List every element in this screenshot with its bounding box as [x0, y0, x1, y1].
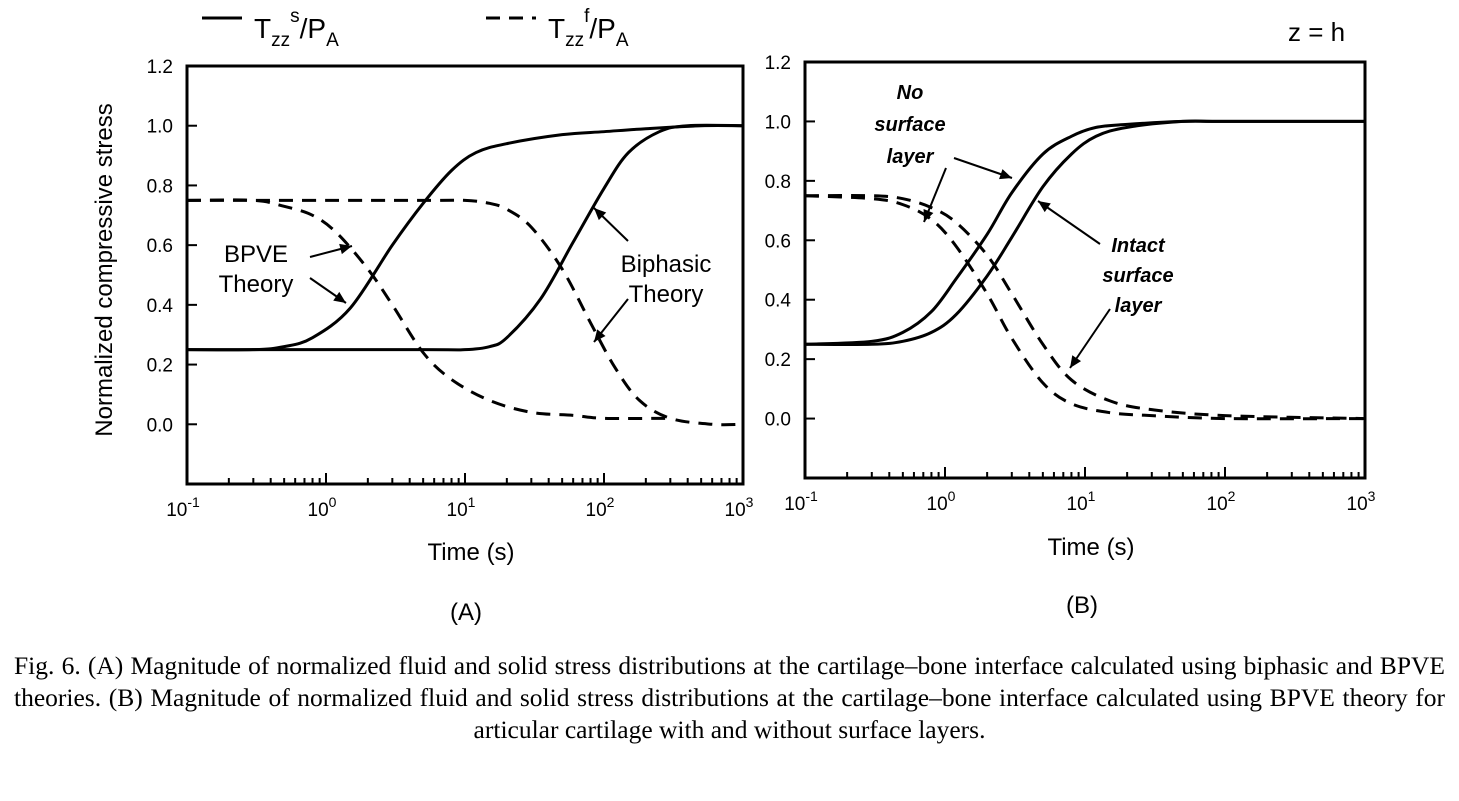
arrow-head — [1070, 355, 1082, 368]
x-tick-label: 102 — [1207, 488, 1236, 515]
x-tick-label: 101 — [1067, 488, 1096, 515]
x-tick-label: 10-1 — [784, 488, 818, 515]
y-tick-label: 1.0 — [765, 112, 791, 133]
y-tick-label: 0.8 — [765, 172, 791, 193]
y-tick-label: 0.8 — [147, 176, 173, 197]
y-tick-label: 1.2 — [147, 57, 173, 78]
y-tick-label: 0.0 — [147, 415, 173, 436]
y-tick-label: 0.2 — [147, 356, 173, 377]
panel-a-chart: 1.2 1.0 0.8 0.6 0.4 0.2 0.0 10-1 100 101 102 103 Tim… — [91, 57, 754, 626]
arrow-head — [1038, 201, 1051, 213]
annotation-label: Intact surface layer — [1102, 235, 1173, 317]
fluid-stress-line-no-surface-layer — [804, 194, 1366, 421]
x-tick-label: 103 — [725, 494, 754, 521]
y-tick-label: 1.0 — [147, 117, 173, 138]
solid-stress-line-bpve — [186, 123, 744, 352]
arrow-head — [999, 169, 1012, 180]
y-tick-label: 0.0 — [765, 410, 791, 431]
annotation-label: No surface layer — [874, 82, 945, 168]
annotation-label: Biphasic Theory — [621, 251, 712, 308]
panel-label: (B) — [1066, 592, 1098, 619]
y-tick-label: 0.6 — [765, 231, 791, 252]
fluid-stress-line-biphasic — [186, 198, 744, 427]
annotation-label: BPVE Theory — [219, 241, 294, 298]
x-tick-label: 10-1 — [166, 494, 200, 521]
arrow-head — [333, 291, 346, 303]
legend-dashed-label: Tzzf/PA — [548, 6, 629, 51]
y-tick-label: 0.4 — [765, 291, 792, 312]
legend-solid-label: Tzzs/PA — [254, 6, 339, 51]
arrow-head — [594, 208, 607, 221]
x-tick-label: 101 — [447, 494, 476, 521]
figure-caption: Fig. 6. (A) Magnitude of normalized flui… — [14, 651, 1445, 744]
panel-b-chart: 1.2 1.0 0.8 0.6 0.4 0.2 0.0 10-1 100 101 102 103 Tim… — [765, 53, 1376, 619]
arrow-head — [923, 209, 934, 222]
panel-b-condition: z = h — [1288, 17, 1345, 47]
fluid-stress-line-bpve — [186, 198, 671, 421]
x-tick-label: 103 — [1347, 488, 1376, 515]
x-axis-title: Time (s) — [427, 539, 514, 566]
x-tick-label: 100 — [927, 488, 956, 515]
y-tick-label: 1.2 — [765, 53, 791, 74]
solid-stress-line-intact-surface-layer — [804, 119, 1365, 347]
annotation-arrow — [1037, 200, 1101, 245]
fluid-stress-line-intact-surface-layer — [804, 193, 1366, 421]
x-tick-label: 100 — [308, 494, 337, 521]
y-tick-label: 0.2 — [765, 350, 791, 371]
annotation-arrow — [1069, 308, 1111, 369]
arrow-head — [594, 329, 606, 342]
figure: Tzzs/PA Tzzf/PA z = h 1.2 1.0 0.8 0.6 0.4 0.2… — [91, 6, 1376, 626]
solid-stress-line-biphasic — [187, 123, 744, 352]
x-tick-label: 102 — [586, 494, 615, 521]
y-tick-label: 0.6 — [147, 236, 173, 257]
y-axis-title: Normalized compressive stress — [91, 103, 118, 436]
legend: Tzzs/PA Tzzf/PA — [202, 6, 629, 51]
y-tick-label: 0.4 — [147, 296, 174, 317]
panel-label: (A) — [450, 599, 482, 626]
arrow-head — [339, 243, 352, 255]
x-axis-title: Time (s) — [1047, 534, 1134, 561]
